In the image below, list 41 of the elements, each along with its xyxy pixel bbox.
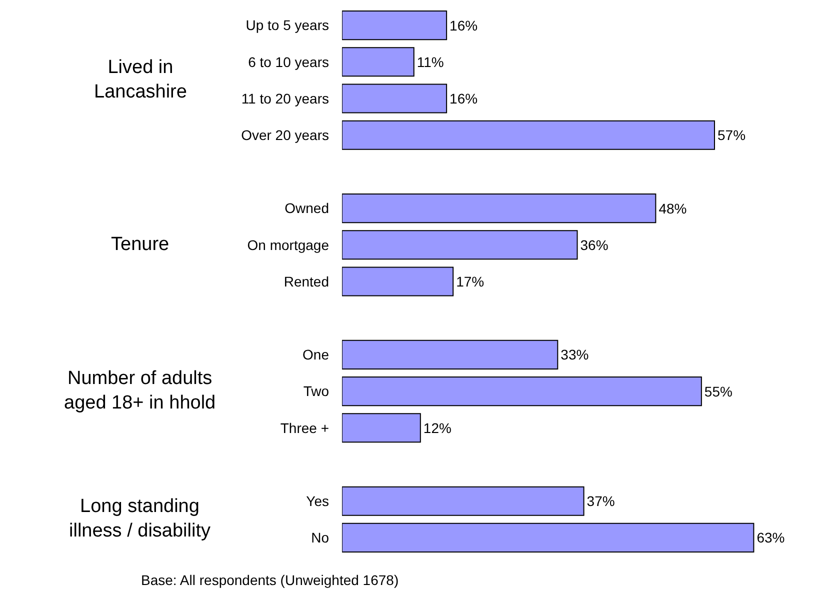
- text: Lived in Lancashire: [94, 57, 187, 103]
- y-tick-label: Rented: [284, 273, 329, 290]
- text: Tenure: [111, 234, 170, 255]
- data-label: 16%: [450, 17, 478, 34]
- y-tick-label: Owned: [284, 200, 329, 216]
- bar: [342, 120, 715, 150]
- y-tick-label: Two: [303, 383, 330, 400]
- data-label: 33%: [560, 346, 589, 363]
- y-tick-label: One: [302, 346, 330, 363]
- bar: [342, 84, 448, 114]
- y-tick-label: 6 to 10 years: [248, 54, 329, 70]
- y-tick-label: On mortgage: [247, 236, 330, 253]
- y-tick-label: Three +: [280, 420, 329, 436]
- bar: [342, 486, 584, 516]
- data-label: 11%: [416, 54, 444, 70]
- bar: [342, 340, 558, 370]
- data-label: 36%: [580, 236, 608, 253]
- data-label: 55%: [704, 383, 732, 400]
- bar: [342, 522, 754, 552]
- text: Base: All respondents (Unweighted 1678): [141, 572, 399, 588]
- bar: [342, 47, 414, 77]
- bar: [342, 413, 421, 443]
- data-label: 37%: [586, 493, 615, 510]
- y-tick-label: No: [311, 530, 330, 546]
- bar: [342, 230, 578, 260]
- bar: [342, 266, 454, 296]
- y-tick-label: Up to 5 years: [246, 17, 329, 34]
- bar: [342, 376, 702, 406]
- data-label: 57%: [718, 127, 746, 144]
- text: Long standing illness / disability: [69, 496, 211, 542]
- bar: [342, 10, 448, 40]
- text: Number of adults aged 18+ in hhold: [64, 368, 216, 414]
- data-label: 12%: [423, 420, 452, 436]
- bar: [342, 194, 656, 224]
- data-label: 17%: [456, 274, 484, 290]
- y-tick-label: 11 to 20 years: [241, 90, 329, 106]
- y-tick-label: Yes: [306, 493, 329, 509]
- data-label: 16%: [450, 90, 478, 106]
- data-label: 48%: [658, 200, 687, 216]
- y-tick-label: Over 20 years: [241, 127, 329, 143]
- data-label: 63%: [756, 530, 785, 546]
